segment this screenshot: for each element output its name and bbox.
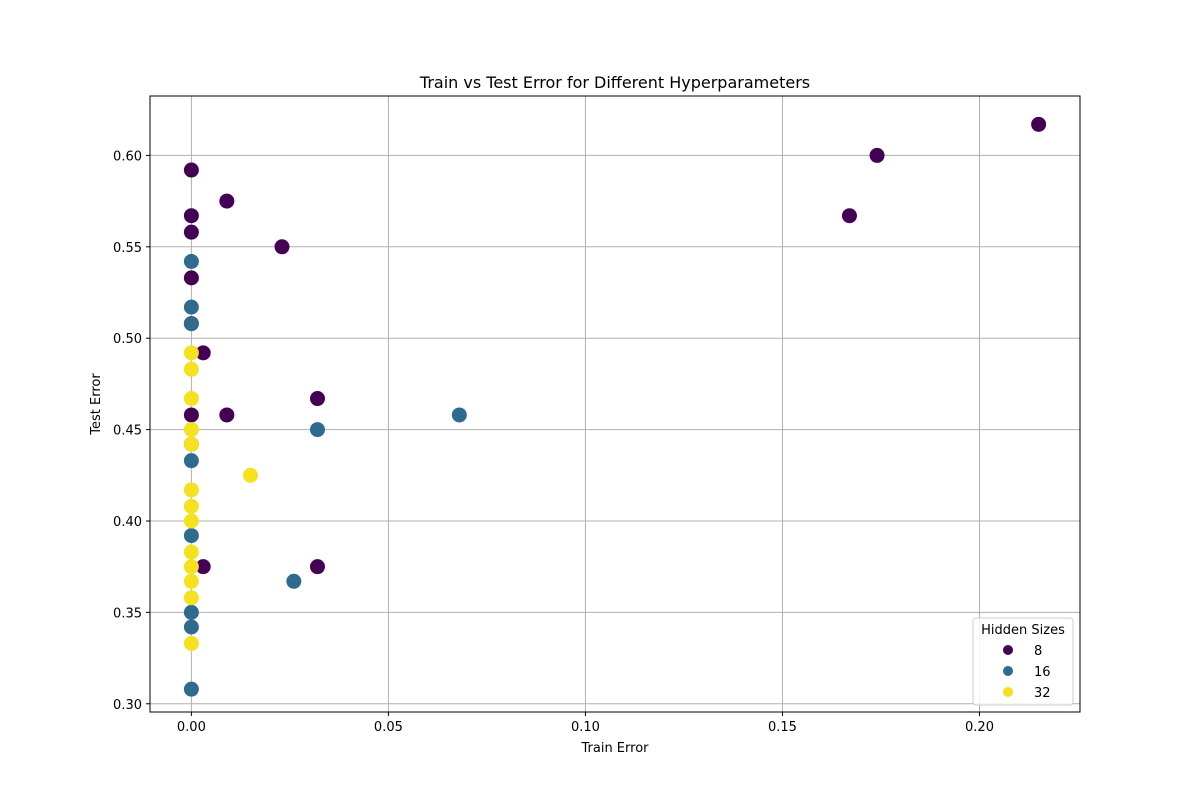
y-tick-label: 0.50	[113, 332, 142, 347]
y-tick-label: 0.40	[113, 515, 142, 530]
legend-marker-32	[1003, 687, 1013, 697]
scatter-point-hidden-16	[183, 619, 199, 635]
scatter-point-hidden-16	[183, 299, 199, 315]
x-tick-label: 0.00	[177, 720, 206, 735]
scatter-point-hidden-32	[183, 544, 199, 560]
scatter-point-hidden-32	[183, 345, 199, 361]
scatter-point-hidden-32	[242, 467, 258, 483]
scatter-point-hidden-32	[183, 590, 199, 606]
scatter-point-hidden-16	[286, 573, 302, 589]
scatter-point-hidden-32	[183, 513, 199, 529]
scatter-point-hidden-16	[183, 253, 199, 269]
legend-box	[972, 617, 1074, 706]
legend-label-16: 16	[1034, 665, 1051, 680]
plot-frame	[149, 95, 1081, 713]
data-points	[183, 116, 1047, 697]
y-tick-label: 0.60	[113, 149, 142, 164]
y-tick-label: 0.55	[113, 241, 142, 256]
x-axis-label: Train Error	[580, 741, 649, 756]
scatter-point-hidden-16	[183, 528, 199, 544]
legend-label-32: 32	[1034, 686, 1051, 701]
grid	[150, 96, 1080, 712]
x-axis-ticks: 0.00 0.05 0.10 0.15 0.20	[177, 712, 994, 735]
scatter-point-hidden-8	[869, 147, 885, 163]
y-tick-label: 0.45	[113, 424, 142, 439]
scatter-point-hidden-8	[195, 345, 211, 361]
scatter-point-hidden-8	[183, 224, 199, 240]
scatter-point-hidden-8	[219, 193, 235, 209]
scatter-point-hidden-8	[309, 559, 325, 575]
scatter-point-hidden-16	[183, 604, 199, 620]
scatter-point-hidden-16	[309, 422, 325, 438]
scatter-point-hidden-8	[183, 208, 199, 224]
x-tick-label: 0.05	[374, 720, 403, 735]
y-axis-ticks: 0.30 0.35 0.40 0.45 0.50 0.55 0.60	[113, 149, 150, 713]
y-tick-label: 0.35	[113, 606, 142, 621]
x-tick-label: 0.20	[965, 720, 994, 735]
scatter-point-hidden-8	[183, 270, 199, 286]
scatter-point-hidden-16	[451, 407, 467, 423]
scatter-point-hidden-32	[183, 436, 199, 452]
x-tick-label: 0.10	[571, 720, 600, 735]
scatter-point-hidden-8	[1031, 116, 1047, 132]
legend-marker-16	[1003, 666, 1013, 676]
scatter-point-hidden-32	[183, 422, 199, 438]
legend: Hidden Sizes 8 16 32	[972, 617, 1074, 706]
scatter-point-hidden-32	[183, 635, 199, 651]
x-tick-label: 0.15	[768, 720, 797, 735]
scatter-point-hidden-32	[183, 498, 199, 514]
scatter-point-hidden-8	[195, 559, 211, 575]
scatter-point-hidden-16	[183, 681, 199, 697]
legend-label-8: 8	[1034, 644, 1042, 659]
y-tick-label: 0.30	[113, 698, 142, 713]
scatter-point-hidden-32	[183, 391, 199, 407]
legend-title: Hidden Sizes	[981, 623, 1065, 638]
scatter-point-hidden-8	[841, 208, 857, 224]
chart-title: Train vs Test Error for Different Hyperp…	[419, 73, 810, 92]
y-axis-label: Test Error	[89, 373, 104, 436]
scatter-point-hidden-8	[274, 239, 290, 255]
scatter-point-hidden-8	[219, 407, 235, 423]
scatter-point-hidden-16	[183, 453, 199, 469]
scatter-point-hidden-32	[183, 559, 199, 575]
scatter-point-hidden-32	[183, 573, 199, 589]
scatter-point-hidden-8	[183, 162, 199, 178]
scatter-point-hidden-32	[183, 361, 199, 377]
legend-entries: 8 16 32	[1003, 644, 1051, 701]
scatter-point-hidden-16	[183, 316, 199, 332]
legend-marker-8	[1003, 645, 1013, 655]
scatter-point-hidden-8	[183, 407, 199, 423]
scatter-point-hidden-32	[183, 482, 199, 498]
scatter-point-hidden-8	[309, 391, 325, 407]
